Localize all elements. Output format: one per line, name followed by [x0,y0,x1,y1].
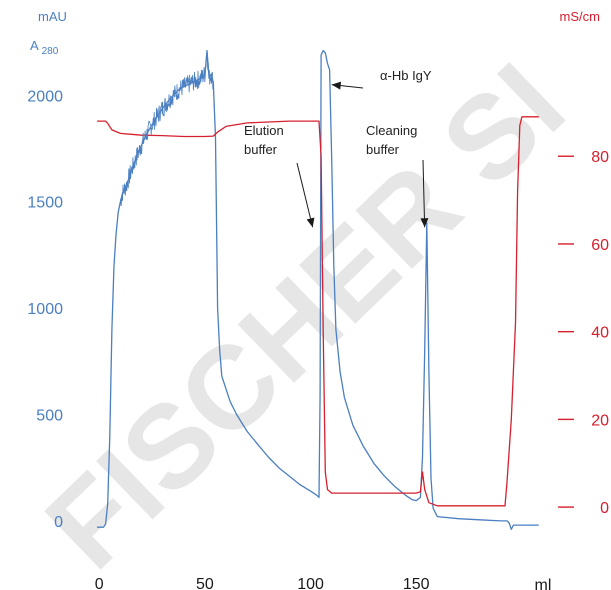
left-axis-name: A 280 [30,38,59,57]
annotation-arrow [296,162,314,228]
annotation-line: Cleaning [366,123,417,138]
y-right-tick-label: 80 [591,149,609,166]
annotation-label: Elution buffer [244,123,284,157]
annotation-line: buffer [244,142,278,157]
x-tick-label: 0 [95,576,104,590]
annotation-arrowhead [331,81,342,90]
y-left-tick-label: 2000 [27,88,63,105]
y-left-tick-label: 1500 [27,195,63,212]
annotation-arrow [422,159,426,228]
series-line-conductivity [97,116,539,507]
y-left-tick-label: 500 [36,407,63,424]
y-right-tick-label: 20 [591,412,609,429]
y-right-tick-label: 40 [591,325,609,342]
annotation-arrowhead [306,217,315,228]
annotations: α-Hb IgY Elution buffer Cleaning buffer [244,68,432,228]
right-axis-unit: mS/cm [560,9,600,24]
y-left-tick-label: 0 [54,514,63,531]
y-right-tick-label: 0 [600,500,609,517]
annotation-label: α-Hb IgY [380,68,432,83]
series-noise-a280 [120,53,214,207]
x-tick-label: 50 [196,576,214,590]
annotation-line: buffer [366,142,400,157]
x-tick-label: 150 [403,576,430,590]
x-axis-unit: ml [535,577,552,590]
series-layer [97,49,539,531]
left-axis-name-main: A [30,38,39,53]
y-left-tick-label: 1000 [27,301,63,318]
annotation-arrowhead [420,218,429,228]
annotation-line: α-Hb IgY [380,68,432,83]
annotation-line: Elution [244,123,284,138]
annotation-label: Cleaning buffer [366,123,417,157]
left-axis-name-sub: 280 [42,46,59,57]
left-axis-unit: mAU [38,9,67,24]
x-tick-label: 100 [297,576,324,590]
y-right-tick-label: 60 [591,237,609,254]
